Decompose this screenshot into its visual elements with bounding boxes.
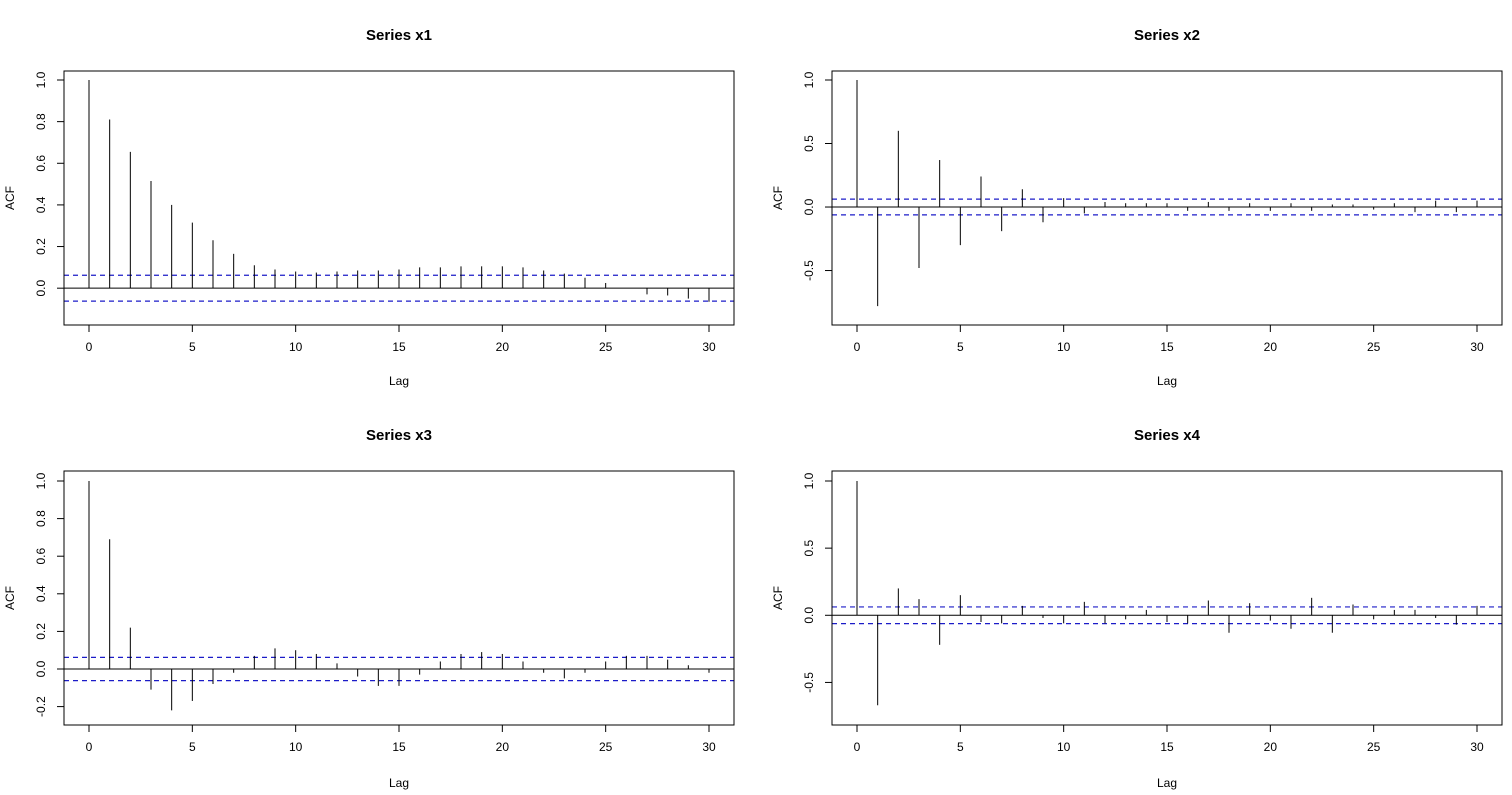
y-tick-label: -0.2 [34,696,48,717]
x-tick-label: 25 [599,740,613,754]
y-axis-label: ACF [771,586,785,610]
y-axis-label: ACF [3,586,17,610]
y-axis-ticks: -0.2 0.0 0.2 0.4 0.6 0.8 1.0 [34,472,65,717]
x-tick-label: 5 [957,340,964,354]
x-tick-label: 20 [1264,340,1278,354]
y-axis-label: ACF [3,186,17,210]
y-tick-label: 1.0 [802,71,816,88]
x-tick-label: 15 [1160,740,1174,754]
panel-title: Series x1 [366,27,432,44]
panel-title: Series x3 [366,427,432,444]
y-tick-label: -0.5 [802,260,816,281]
plot-frame [63,70,735,326]
y-tick-label: 0.2 [34,238,48,255]
x-tick-label: 10 [289,740,303,754]
panel-title: Series x4 [1134,427,1201,444]
x-tick-label: 30 [1470,340,1484,354]
x-tick-label: 0 [86,340,93,354]
x-tick-label: 20 [496,340,510,354]
x-tick-label: 15 [1160,340,1174,354]
acf-bars [64,481,734,711]
y-tick-label: 0.8 [34,113,48,130]
acf-panel-x3: Series x3 Lag ACF 0 5 10 15 20 25 30 -0.2 0.0 0.… [3,427,735,790]
x-tick-label: 15 [392,740,406,754]
x-axis-label: Lag [1157,776,1177,790]
x-tick-label: 25 [599,340,613,354]
x-tick-label: 10 [1057,340,1071,354]
x-axis-label: Lag [1157,374,1177,388]
acf-panel-x1: Series x1 Lag ACF 0 5 10 15 20 25 30 0.0 0.2 0.4… [3,27,735,388]
y-tick-label: 0.6 [34,155,48,172]
y-tick-label: 1.0 [802,472,816,489]
acf-bars [832,80,1502,307]
x-tick-label: 30 [1470,740,1484,754]
panel-title: Series x2 [1134,27,1200,44]
x-tick-label: 5 [957,740,964,754]
x-tick-label: 10 [1057,740,1071,754]
y-tick-label: 1.0 [34,472,48,489]
x-axis-label: Lag [389,374,409,388]
y-tick-label: 0.5 [802,135,816,152]
y-tick-label: 0.5 [802,539,816,556]
x-tick-label: 0 [854,340,861,354]
x-tick-label: 20 [1264,740,1278,754]
y-tick-label: 0.8 [34,510,48,527]
y-tick-label: 0.0 [802,198,816,215]
plot-frame [831,70,1503,326]
x-tick-label: 25 [1367,740,1381,754]
x-tick-label: 15 [392,340,406,354]
x-tick-label: 25 [1367,340,1381,354]
y-tick-label: 0.4 [34,585,48,602]
x-tick-label: 10 [289,340,303,354]
acf-bars [64,80,734,302]
x-tick-label: 30 [702,740,716,754]
x-tick-label: 0 [86,740,93,754]
y-axis-label: ACF [771,186,785,210]
x-tick-label: 0 [854,740,861,754]
y-tick-label: 1.0 [34,71,48,88]
y-tick-label: 0.0 [34,660,48,677]
x-tick-label: 5 [189,740,196,754]
acf-panel-x2: Series x2 Lag ACF 0 5 10 15 20 25 30 -0.5 0.0 0.… [771,27,1503,388]
y-tick-label: 0.4 [34,196,48,213]
acf-bars [832,481,1502,706]
acf-panel-x4: Series x4 Lag ACF 0 5 10 15 20 25 30 -0.5 0.0 0.… [771,427,1503,790]
y-tick-label: 0.2 [34,623,48,640]
y-tick-label: -0.5 [802,672,816,693]
x-tick-label: 20 [496,740,510,754]
plot-frame [63,470,735,726]
y-tick-label: 0.0 [34,280,48,297]
x-tick-label: 5 [189,340,196,354]
plot-frame [831,470,1503,726]
y-tick-label: 0.0 [802,607,816,624]
x-tick-label: 30 [702,340,716,354]
y-tick-label: 0.6 [34,548,48,565]
x-axis-label: Lag [389,776,409,790]
